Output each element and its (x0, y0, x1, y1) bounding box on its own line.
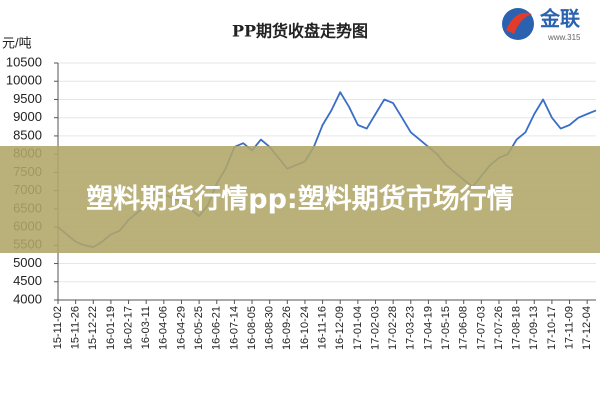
x-tick-label: 16-12-09 (334, 306, 346, 350)
x-tick-label: 15-11-26 (70, 306, 82, 349)
x-tick-label: 16-11-16 (316, 306, 328, 349)
x-tick-label: 17-06-08 (458, 306, 470, 350)
chart-title: PP期货收盘走势图 (232, 22, 368, 41)
x-tick-label: 15-12-22 (87, 306, 99, 350)
x-tick-label: 17-02-28 (387, 306, 399, 350)
logo-name: 金联 (539, 6, 580, 30)
x-tick-label: 16-07-14 (228, 306, 240, 350)
x-tick-label: 16-08-05 (246, 306, 258, 350)
banner-text: 塑料期货行情pp:塑料期货市场行情 (86, 183, 514, 215)
x-tick-label: 16-03-11 (140, 306, 152, 349)
y-tick-label: 10500 (6, 54, 42, 69)
x-tick-label: 16-06-21 (211, 306, 223, 350)
x-tick-label: 16-05-25 (193, 306, 205, 350)
y-tick-label: 9500 (13, 91, 42, 106)
x-tick-label: 17-08-18 (511, 306, 523, 350)
x-tick-label: 17-05-15 (440, 306, 452, 350)
x-tick-label: 16-04-29 (175, 306, 187, 350)
y-tick-label: 10000 (6, 73, 42, 88)
x-tick-label: 16-08-30 (264, 306, 276, 350)
y-axis-label: 元/吨 (2, 35, 32, 50)
x-tick-label: 17-12-04 (581, 306, 593, 350)
x-tick-label: 17-11-09 (563, 306, 575, 349)
logo-icon-accent (506, 12, 532, 34)
x-tick-label: 16-02-17 (122, 306, 134, 350)
x-tick-label: 17-03-23 (405, 306, 417, 350)
y-tick-label: 8500 (13, 127, 42, 142)
x-tick-label: 16-10-24 (299, 306, 311, 350)
x-tick-label: 16-01-19 (105, 306, 117, 350)
x-tick-label: 15-11-02 (52, 306, 64, 349)
x-tick-label: 17-07-03 (475, 306, 487, 350)
x-tick-label: 17-07-26 (493, 306, 505, 350)
x-tick-label: 16-09-26 (281, 306, 293, 350)
x-tick-label: 17-02-03 (369, 306, 381, 350)
x-tick-label: 17-04-19 (422, 306, 434, 350)
y-tick-label: 4000 (13, 291, 42, 306)
logo-url: www.315 (547, 33, 581, 42)
x-tick-label: 17-10-17 (546, 306, 558, 350)
x-tick-label: 17-09-13 (528, 306, 540, 350)
banner: 塑料期货行情pp:塑料期货市场行情 (0, 146, 600, 253)
x-tick-label: 17-01-04 (352, 306, 364, 350)
y-tick-label: 9000 (13, 109, 42, 124)
y-tick-label: 5000 (13, 255, 42, 270)
y-tick-label: 4500 (13, 273, 42, 288)
x-tick-label: 16-04-06 (158, 306, 170, 350)
